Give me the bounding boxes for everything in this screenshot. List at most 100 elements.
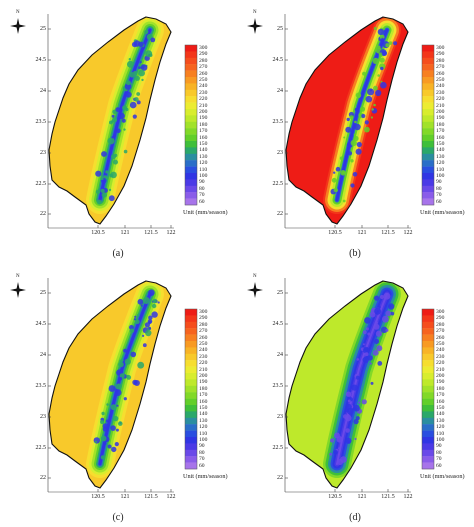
legend-value-label: 90 [436, 443, 442, 450]
legend-frame [421, 308, 435, 470]
north-label: N [253, 10, 257, 15]
field-speck [362, 330, 367, 335]
y-tick-label: 23.5 [35, 383, 47, 389]
field-speck [142, 334, 145, 337]
field-speck [136, 92, 141, 96]
legend-value-label: 210 [436, 366, 445, 373]
legend-value-label: 280 [199, 321, 208, 328]
field-speck [354, 107, 359, 112]
legend-value-label: 230 [436, 89, 445, 96]
legend-value-label: 290 [436, 51, 445, 58]
legend-value-label: 210 [199, 366, 208, 373]
y-tick-label: 23 [277, 150, 283, 156]
y-tick-label: 24 [277, 88, 283, 94]
field-speck [367, 332, 371, 336]
field-speck [393, 41, 398, 46]
legend-swatch [185, 57, 197, 65]
legend-value-label: 70 [436, 192, 442, 199]
field-speck [157, 301, 160, 304]
field-speck [126, 359, 129, 362]
coastline [48, 16, 172, 225]
north-arrow-icon: N [247, 10, 263, 34]
field-speck [129, 328, 135, 334]
legend-swatch [185, 147, 197, 154]
y-tick-label: 23 [40, 150, 46, 156]
y-tick-label: 24 [277, 352, 283, 358]
legend-value-label: 130 [199, 417, 208, 424]
field-speck [129, 101, 137, 109]
field-speck [150, 37, 156, 43]
legend-swatch [185, 328, 197, 335]
field-speck [367, 355, 373, 361]
legend-swatch [185, 373, 197, 380]
field-speck [106, 403, 109, 406]
legend-value-label: 170 [199, 128, 208, 135]
field-speck [114, 389, 122, 396]
map-panel-a: N 25 24.5 24 23.5 23 22.5 22 120.5 121 1… [0, 0, 237, 263]
field-speck [112, 109, 117, 115]
field-speck [101, 151, 107, 157]
field-speck [137, 361, 145, 369]
legend-value-label: 200 [199, 109, 208, 115]
legend-swatch [185, 321, 197, 329]
field-speck [335, 166, 341, 172]
y-tick-label: 23 [40, 414, 46, 420]
legend-swatch [422, 347, 434, 354]
y-tick-label: 23.5 [35, 119, 47, 125]
legend-swatch [422, 405, 434, 412]
legend-value-label: 250 [199, 77, 208, 83]
legend-value-label: 220 [199, 96, 208, 103]
field-speck [350, 159, 354, 163]
field-speck [118, 361, 124, 368]
field-speck [381, 50, 388, 56]
field-speck [100, 176, 104, 181]
field-speck [108, 195, 115, 202]
north-arrow-icon: N [10, 274, 26, 298]
field-speck [373, 85, 378, 91]
field-speck [375, 321, 378, 324]
legend-swatch [422, 341, 434, 348]
field-speck [356, 141, 362, 148]
legend-value-label: 210 [436, 102, 445, 109]
map-canvas [47, 14, 198, 229]
field-speck [110, 425, 116, 431]
x-tick-label: 121 [357, 494, 367, 500]
coastline [285, 280, 409, 489]
unit-label: Unit (mm/season) [183, 209, 228, 216]
legend-value-label: 200 [199, 373, 208, 379]
field-speck [329, 452, 333, 456]
x-tick-label: 121.5 [144, 494, 158, 500]
legend-swatch [422, 456, 434, 463]
legend-value-label: 110 [436, 430, 445, 437]
field-speck [355, 375, 360, 380]
field-speck [134, 315, 137, 318]
field-speck [116, 128, 121, 134]
field-speck [342, 199, 346, 203]
legend-swatch [422, 430, 434, 438]
x-tick-label: 122 [166, 230, 176, 236]
legend-value-label: 200 [436, 373, 445, 379]
field-speck [369, 362, 372, 365]
field-speck [144, 303, 148, 307]
field-speck [333, 187, 338, 193]
field-band [98, 292, 152, 466]
field-speck [129, 325, 134, 330]
field-speck [114, 442, 119, 447]
field-speck [379, 57, 385, 63]
legend-value-label: 300 [199, 45, 208, 51]
field-speck [101, 192, 108, 198]
field-speck [353, 419, 359, 425]
legend-swatch [422, 309, 434, 316]
legend-swatch [185, 77, 197, 84]
legend-value-label: 250 [199, 341, 208, 347]
field-speck [358, 95, 361, 98]
legend-value-label: 280 [199, 57, 208, 64]
y-tick-label: 25 [40, 290, 46, 296]
legend-value-label: 80 [436, 449, 442, 456]
field-speck [107, 444, 112, 449]
legend-value-label: 240 [436, 347, 445, 354]
legend-swatch [422, 411, 434, 418]
legend-swatch [185, 385, 197, 393]
field-speck [364, 348, 368, 352]
legend-swatch [185, 341, 197, 348]
